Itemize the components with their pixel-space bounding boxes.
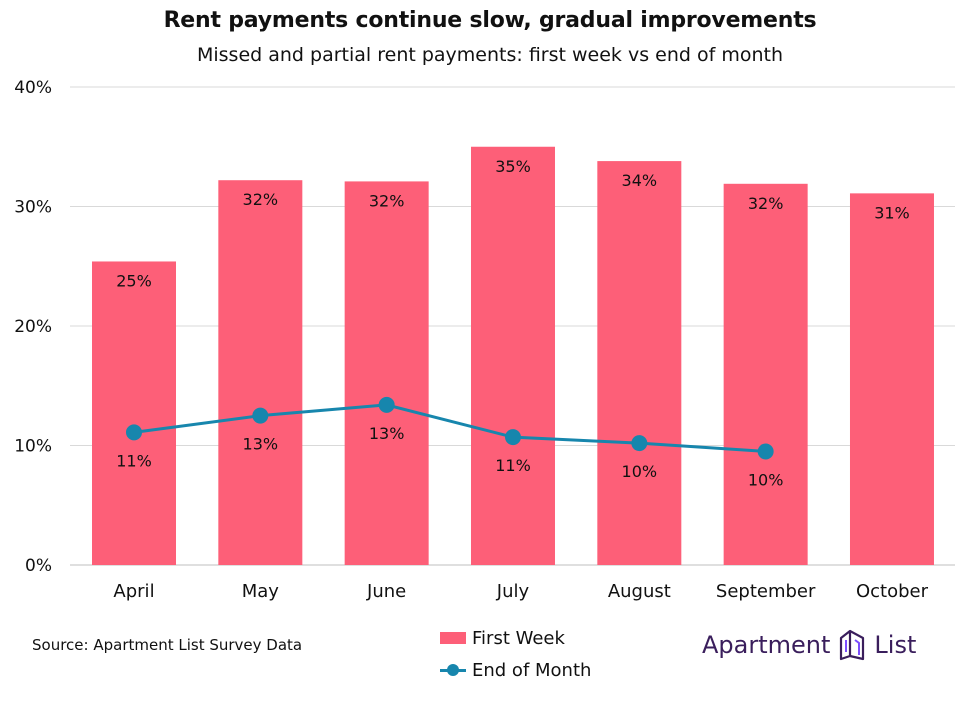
point-end-of-month	[126, 424, 142, 441]
rent-payments-chart: 0% 10% 20% 30% 40% 25% 32% 32% 35% 34% 32% 31% April…	[14, 78, 955, 602]
line-data-label: 13%	[243, 435, 279, 454]
chart-title: Rent payments continue slow, gradual imp…	[163, 8, 817, 33]
legend-item-end-of-month: End of Month	[440, 654, 591, 686]
x-tick-label: April	[113, 581, 154, 602]
x-tick-label: August	[608, 581, 671, 602]
legend-label-first-week: First Week	[472, 627, 565, 649]
legend-swatch-end-of-month	[440, 664, 466, 676]
brand-word-list: List	[874, 631, 917, 659]
bar-first-week	[92, 261, 176, 565]
chart-subtitle: Missed and partial rent payments: first …	[196, 44, 783, 66]
x-tick-label: October	[856, 581, 929, 602]
point-end-of-month	[504, 429, 521, 446]
point-end-of-month	[252, 407, 269, 424]
y-tick-label: 0%	[25, 556, 52, 576]
bar-first-week	[470, 146, 555, 565]
bar-data-label: 31%	[874, 203, 910, 222]
source-note: Source: Apartment List Survey Data	[32, 636, 303, 654]
line-data-label: 10%	[622, 462, 658, 481]
brand-word-apartment: Apartment	[702, 631, 831, 659]
x-tick-label: July	[496, 581, 530, 602]
line-data-label: 11%	[495, 456, 531, 475]
point-end-of-month	[757, 443, 774, 460]
bar-data-label: 32%	[748, 194, 784, 213]
brand-logo: Apartment List	[702, 628, 916, 662]
y-tick-label: 30%	[14, 198, 52, 218]
y-tick-label: 20%	[14, 317, 52, 337]
line-end-of-month	[133, 403, 766, 453]
bar-first-week	[597, 161, 682, 565]
x-tick-label: June	[366, 581, 406, 602]
bar-first-week	[723, 183, 808, 566]
legend-swatch-first-week	[440, 632, 466, 644]
bar-first-week	[849, 193, 934, 566]
bar-data-label: 32%	[243, 190, 279, 209]
line-data-label: 10%	[748, 470, 784, 489]
x-tick-label: September	[716, 581, 816, 602]
bar-data-label: 25%	[116, 271, 152, 290]
legend: First Week End of Month	[440, 622, 591, 686]
point-end-of-month	[631, 435, 648, 452]
bar-data-label: 34%	[622, 171, 658, 190]
apartment-list-logo-icon	[840, 629, 865, 661]
y-tick-label: 40%	[14, 78, 52, 98]
y-tick-label: 10%	[14, 437, 52, 457]
legend-item-first-week: First Week	[440, 622, 591, 654]
legend-label-end-of-month: End of Month	[472, 659, 592, 681]
bar-first-week	[344, 181, 429, 565]
bar-first-week	[218, 180, 303, 565]
bar-data-label: 32%	[369, 191, 405, 210]
point-end-of-month	[378, 396, 395, 413]
line-data-label: 11%	[116, 451, 152, 470]
bar-data-label: 35%	[495, 157, 531, 176]
x-tick-label: May	[242, 581, 280, 602]
line-data-label: 13%	[369, 424, 405, 443]
